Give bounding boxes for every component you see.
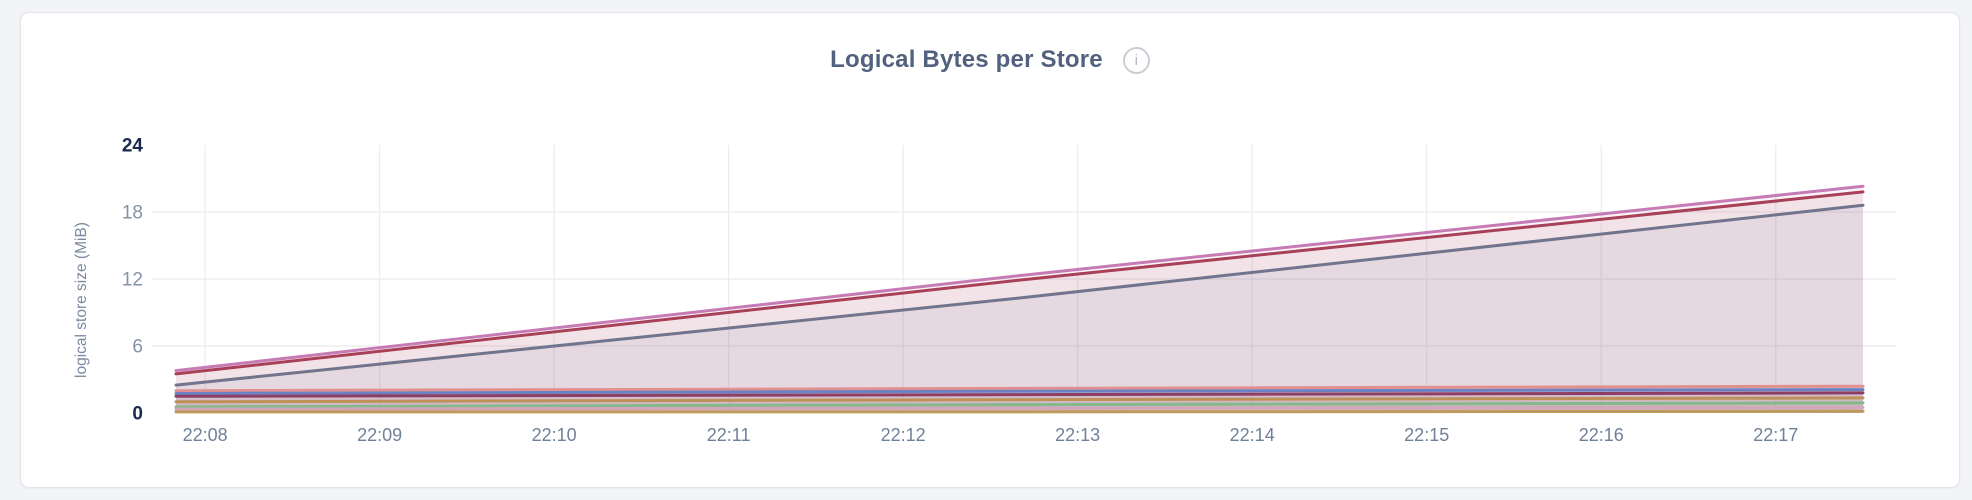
x-tick-label: 22:08: [183, 425, 228, 445]
series-line-s1: [174, 184, 1865, 373]
x-tick-label: 22:17: [1753, 425, 1798, 445]
x-tick-label: 22:16: [1579, 425, 1624, 445]
series-line-s6: [174, 391, 1865, 398]
x-tick-label: 22:15: [1404, 425, 1449, 445]
y-tick-label: 0: [132, 404, 143, 425]
series-line-s8: [174, 401, 1865, 409]
series-line-s9: [174, 405, 1865, 411]
x-tick-label: 22:13: [1055, 425, 1100, 445]
y-tick-label: 6: [132, 337, 143, 358]
series-area-s1: [176, 186, 1863, 413]
x-tick-label: 22:10: [532, 425, 577, 445]
series-area-s2: [176, 191, 1863, 413]
series-line-s10: [174, 409, 1865, 414]
series-line-s5: [174, 388, 1865, 395]
info-icon[interactable]: i: [1122, 46, 1150, 74]
series-line-s7: [174, 396, 1865, 404]
series-area-s3: [176, 205, 1863, 413]
chart-header: Logical Bytes per Store i: [21, 46, 1959, 74]
x-tick-label: 22:12: [881, 425, 926, 445]
series-line-s4: [174, 384, 1865, 393]
y-tick-label: 12: [122, 270, 143, 291]
series-line-s2: [174, 190, 1865, 376]
x-tick-label: 22:11: [707, 425, 751, 445]
x-tick-label: 22:09: [357, 425, 402, 445]
chart-title: Logical Bytes per Store: [830, 46, 1103, 73]
y-tick-label: 24: [122, 136, 144, 157]
y-tick-label: 18: [122, 203, 143, 224]
series-line-s3: [174, 203, 1865, 387]
x-tick-label: 22:14: [1230, 425, 1275, 445]
